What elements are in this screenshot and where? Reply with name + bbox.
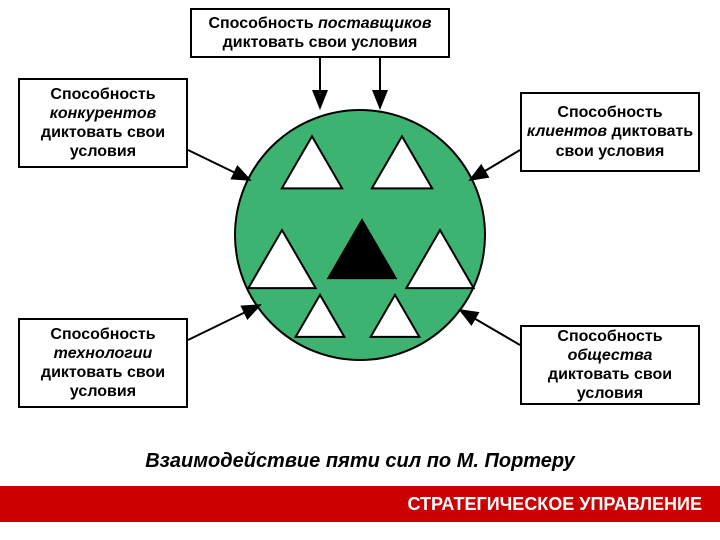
box-clients: Способность клиентов диктовать свои усло… [520,92,700,172]
box-technology: Способность технологии диктовать свои ус… [18,318,188,408]
arrow-5 [460,310,520,345]
box-society: Способность общества диктовать свои усло… [520,325,700,405]
box-competitors: Способность конкурентов диктовать свои у… [18,78,188,168]
arrow-3 [470,150,520,180]
diagram-canvas: Способность поставщиков диктовать свои у… [0,0,720,540]
footer-bar: СТРАТЕГИЧЕСКОЕ УПРАВЛЕНИЕ [0,486,720,522]
arrow-4 [188,305,260,340]
box-suppliers: Способность поставщиков диктовать свои у… [190,8,450,58]
arrow-2 [188,150,250,180]
diagram-caption: Взаимодействие пяти сил по М. Портеру [0,450,720,473]
